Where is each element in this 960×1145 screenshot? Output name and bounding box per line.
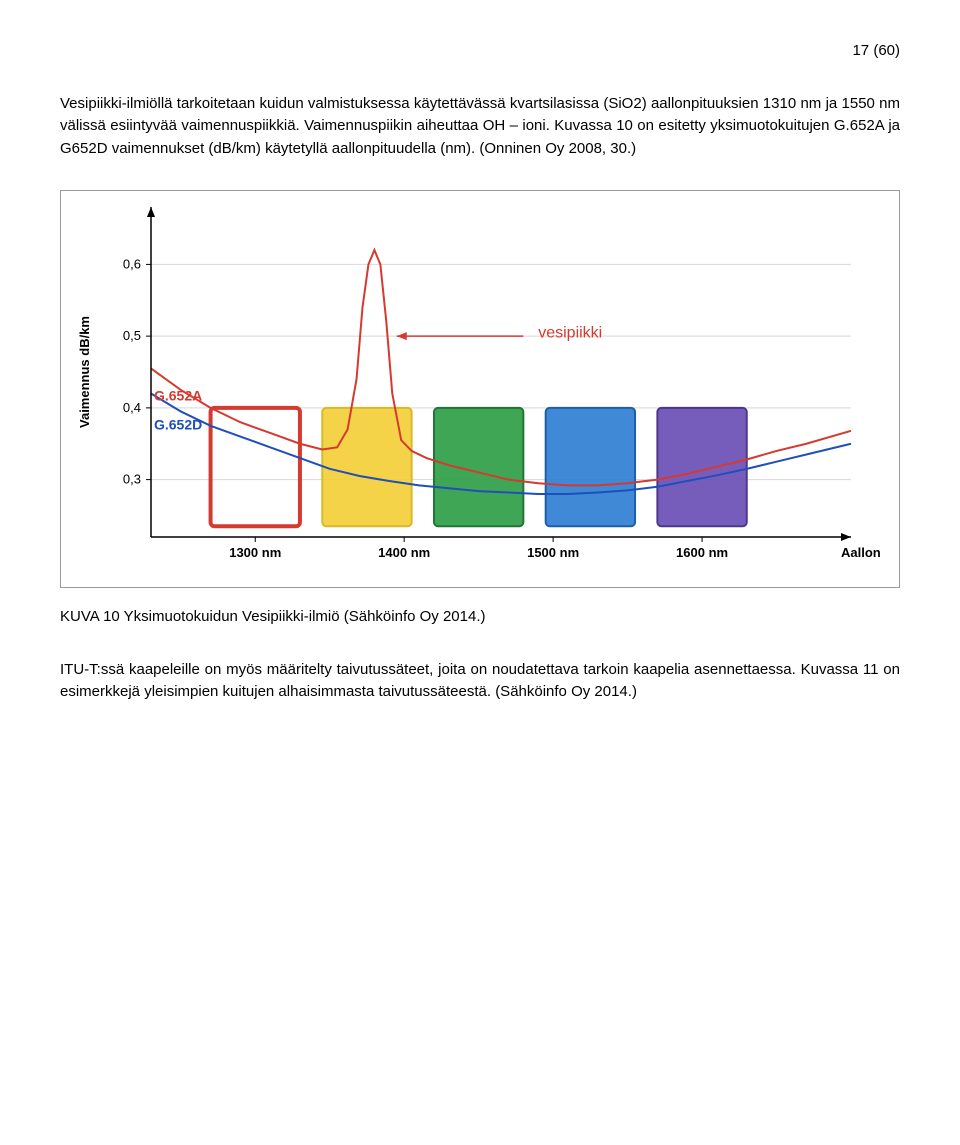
svg-text:Vaimennus dB/km: Vaimennus dB/km [77,316,92,428]
svg-text:1300 nm: 1300 nm [229,545,281,560]
chart-svg: G.652D G.652A 0,3 0,4 0,5 0,6 Vaimennus dB/km 1… [71,197,881,577]
svg-text:G.652A: G.652A [154,388,202,404]
svg-text:1600 nm: 1600 nm [676,545,728,560]
vesipiikki-chart: G.652D G.652A 0,3 0,4 0,5 0,6 Vaimennus dB/km 1… [60,190,900,588]
svg-text:0,3: 0,3 [123,472,141,487]
svg-text:0,4: 0,4 [123,400,141,415]
svg-text:Aallonpituus (nm): Aallonpituus (nm) [841,545,881,560]
svg-text:0,5: 0,5 [123,328,141,343]
paragraph-1: Vesipiikki-ilmiöllä tarkoitetaan kuidun … [60,93,900,161]
svg-text:G.652D: G.652D [154,416,202,432]
svg-text:1400 nm: 1400 nm [378,545,430,560]
paragraph-2: ITU-T:ssä kaapeleille on myös määritelty… [60,659,900,704]
svg-text:1500 nm: 1500 nm [527,545,579,560]
figure-caption: KUVA 10 Yksimuotokuidun Vesipiikki-ilmiö… [60,606,900,629]
page-number: 17 (60) [60,40,900,63]
svg-text:0,6: 0,6 [123,256,141,271]
svg-text:vesipiikki: vesipiikki [538,325,602,342]
